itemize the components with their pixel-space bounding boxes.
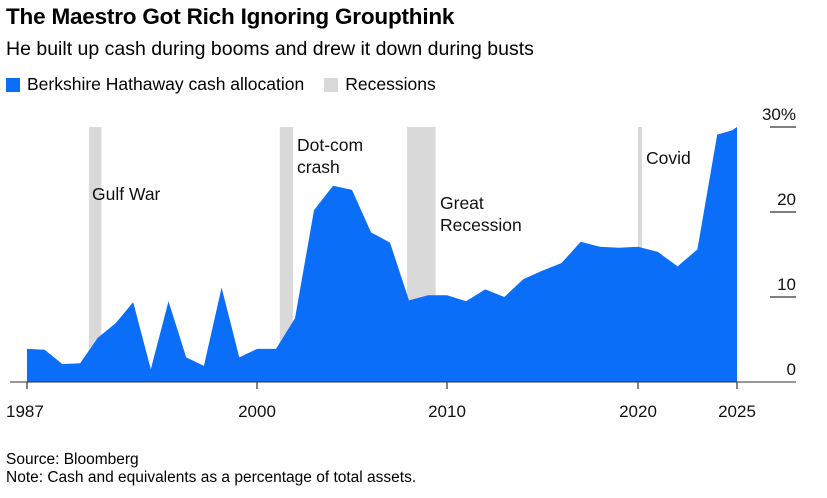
legend-label-recessions: Recessions (345, 74, 436, 94)
y-tick-label: 10 (777, 275, 796, 294)
recession-label-great-recession: Great (440, 193, 484, 213)
legend-swatch-cash (6, 77, 20, 92)
y-tick-label: 20 (777, 190, 796, 209)
legend-swatch-recessions (324, 77, 339, 92)
chart-subtitle: He built up cash during booms and drew i… (6, 38, 534, 60)
legend-label-cash: Berkshire Hathaway cash allocation (27, 74, 305, 94)
legend-item-recessions: Recessions (324, 74, 436, 95)
recession-label-great-recession: Recession (440, 215, 522, 235)
legend-item-cash: Berkshire Hathaway cash allocation (6, 74, 304, 95)
footer: Source: Bloomberg Note: Cash and equival… (6, 451, 416, 487)
cash-area-series (27, 127, 737, 382)
recession-band-dot-com-crash (279, 127, 294, 382)
y-tick-label: 30% (762, 105, 796, 124)
recession-label-dot-com-crash: Dot-com (297, 135, 363, 155)
x-tick-label: 2025 (718, 402, 756, 421)
recession-band-gulf-war (88, 127, 102, 382)
recession-label-dot-com-crash: crash (297, 157, 340, 177)
cash-allocation-area (27, 127, 737, 382)
x-tick-label: 2020 (619, 402, 657, 421)
y-tick-label: 0 (787, 360, 796, 379)
axes: 1987 2000 2010 2020 2025 0 10 20 30% (6, 105, 796, 421)
x-tick-label: 2000 (238, 402, 276, 421)
legend: Berkshire Hathaway cash allocation Reces… (6, 74, 456, 95)
chart-title: The Maestro Got Rich Ignoring Groupthink (6, 4, 455, 29)
recession-label-covid: Covid (646, 148, 691, 168)
methodology-note: Note: Cash and equivalents as a percenta… (6, 469, 417, 486)
recession-label-gulf-war: Gulf War (92, 184, 161, 204)
x-tick-label: 2010 (428, 402, 466, 421)
source-note: Source: Bloomberg (6, 451, 139, 468)
x-tick-label: 1987 (6, 402, 44, 421)
